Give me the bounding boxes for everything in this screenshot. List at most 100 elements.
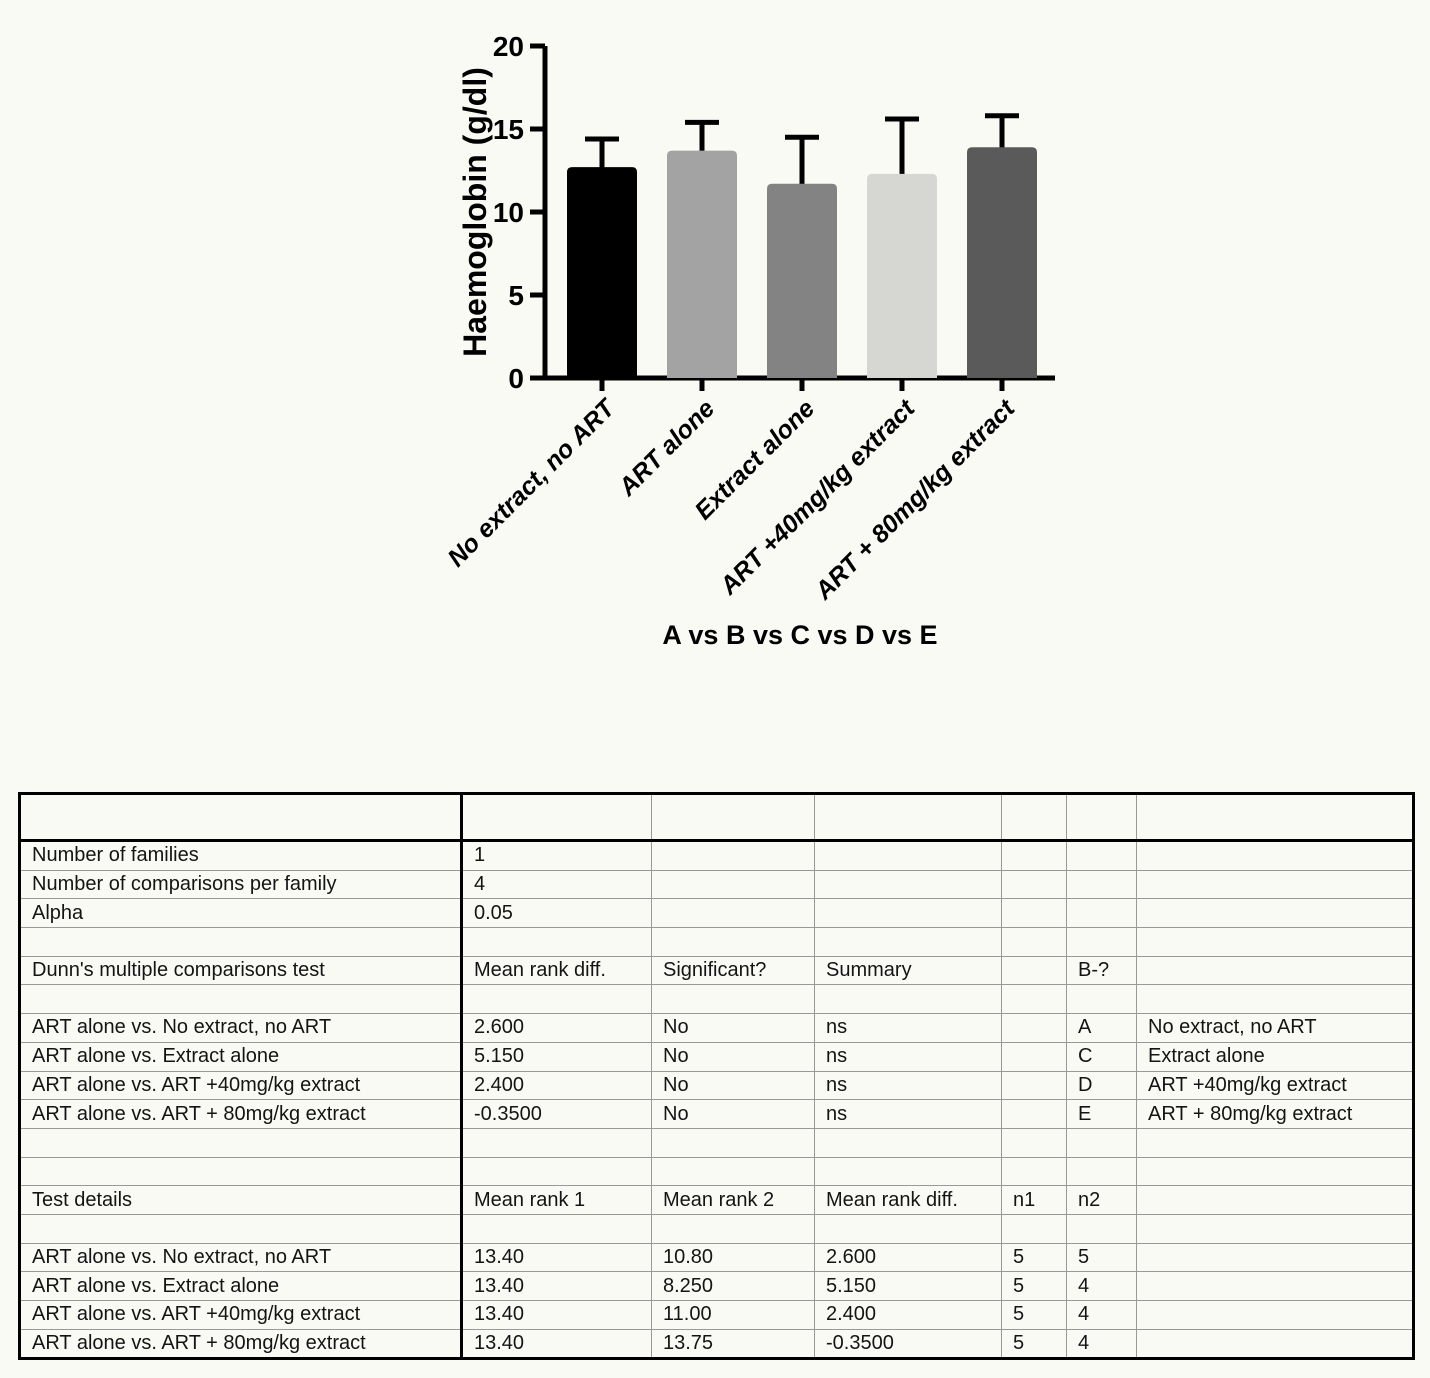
- statistics-table: Number of families 1 Number of comparisons…: [18, 792, 1415, 1361]
- x-category-label: ART +40mg/kg extract: [714, 393, 922, 601]
- bar: [967, 147, 1037, 378]
- table-cell: [1136, 1127, 1414, 1158]
- table-cell: Mean rank diff.: [461, 955, 652, 986]
- table-cell: [651, 898, 815, 929]
- table-cell: [1136, 793, 1414, 842]
- table-cell: [651, 984, 815, 1015]
- table-cell: Test details: [19, 1185, 463, 1215]
- table-cell: [1001, 1099, 1067, 1129]
- table-cell: 13.75: [651, 1328, 815, 1360]
- table-cell: [1066, 984, 1137, 1015]
- table-cell: [1066, 869, 1137, 900]
- table-cell: A: [1066, 1013, 1137, 1043]
- table-row: Alpha 0.05: [19, 898, 1414, 929]
- table-cell: [1136, 898, 1414, 929]
- table-row: ART alone vs. ART +40mg/kg extract 2.400 N…: [19, 1070, 1414, 1101]
- table-cell: [1136, 927, 1414, 957]
- y-tick-label: 0: [508, 363, 524, 394]
- table-cell: Number of families: [19, 840, 463, 871]
- table-cell: [814, 1127, 1002, 1158]
- table-cell: [1001, 1013, 1067, 1043]
- table-cell: 5: [1001, 1328, 1067, 1360]
- table-cell: [19, 1156, 463, 1187]
- y-axis-title: Haemoglobin (g/dl): [457, 67, 493, 357]
- table-cell: [1001, 955, 1067, 986]
- table-cell: C: [1066, 1041, 1137, 1072]
- table-cell: [1136, 840, 1414, 871]
- table-cell: [814, 869, 1002, 900]
- table-cell: [1066, 1213, 1137, 1244]
- table-cell: [1001, 793, 1067, 842]
- table-row: [19, 1213, 1414, 1244]
- table-cell: [814, 984, 1002, 1015]
- table-cell: [19, 927, 463, 957]
- table-cell: [461, 793, 652, 842]
- table-cell: -0.3500: [461, 1099, 652, 1129]
- table-cell: [1001, 1127, 1067, 1158]
- table-row: ART alone vs. Extract alone 13.40 8.250 5.1…: [19, 1271, 1414, 1301]
- table-cell: [814, 793, 1002, 842]
- y-tick-label: 20: [493, 31, 524, 62]
- table-cell: ART alone vs. ART + 80mg/kg extract: [19, 1099, 463, 1129]
- y-tick-label: 5: [508, 280, 524, 311]
- table-cell: [651, 927, 815, 957]
- table-cell: [1001, 927, 1067, 957]
- table-cell: 11.00: [651, 1300, 815, 1330]
- bar: [667, 150, 737, 378]
- table-row: [19, 1127, 1414, 1158]
- table-cell: [19, 793, 463, 842]
- table-cell: 1: [461, 840, 652, 871]
- table-cell: 13.40: [461, 1328, 652, 1360]
- table-cell: Summary: [814, 955, 1002, 986]
- table-cell: 2.600: [814, 1242, 1002, 1273]
- y-tick-label: 10: [493, 197, 524, 228]
- table-cell: [814, 927, 1002, 957]
- table-cell: [1066, 1156, 1137, 1187]
- table-cell: [1136, 1213, 1414, 1244]
- table-cell: ART +40mg/kg extract: [1136, 1070, 1414, 1101]
- table-cell: 5: [1001, 1271, 1067, 1301]
- table-row: Test details Mean rank 1 Mean rank 2 Mean r…: [19, 1185, 1414, 1215]
- table-cell: [1136, 1328, 1414, 1360]
- table-cell: [651, 869, 815, 900]
- table-cell: 10.80: [651, 1242, 815, 1273]
- table-cell: [1136, 1156, 1414, 1187]
- table-cell: [19, 984, 463, 1015]
- table-cell: [651, 1156, 815, 1187]
- table-cell: [814, 898, 1002, 929]
- table-cell: 5: [1001, 1242, 1067, 1273]
- table-cell: 4: [1066, 1271, 1137, 1301]
- table-row: ART alone vs. No extract, no ART 13.40 10.…: [19, 1242, 1414, 1273]
- table-cell: ART + 80mg/kg extract: [1136, 1099, 1414, 1129]
- bar: [567, 167, 637, 378]
- table-cell: [1136, 984, 1414, 1015]
- y-tick-label: 15: [493, 114, 524, 145]
- table-cell: [651, 1213, 815, 1244]
- table-cell: 13.40: [461, 1271, 652, 1301]
- table-row: Number of families 1: [19, 840, 1414, 871]
- table-cell: 2.400: [461, 1070, 652, 1101]
- table-row: Dunn's multiple comparisons test Mean ran…: [19, 955, 1414, 986]
- table-cell: [814, 1213, 1002, 1244]
- table-cell: E: [1066, 1099, 1137, 1129]
- table-cell: [1136, 1185, 1414, 1215]
- table-cell: ART alone vs. No extract, no ART: [19, 1013, 463, 1043]
- table-cell: [19, 1213, 463, 1244]
- table-cell: [19, 1127, 463, 1158]
- table-cell: [1001, 898, 1067, 929]
- table-cell: [1136, 1271, 1414, 1301]
- table-cell: [1066, 840, 1137, 871]
- table-cell: ART alone vs. ART +40mg/kg extract: [19, 1300, 463, 1330]
- table-cell: [651, 1127, 815, 1158]
- table-cell: B-?: [1066, 955, 1137, 986]
- table-row: ART alone vs. ART + 80mg/kg extract -0.35…: [19, 1099, 1414, 1129]
- x-axis-title: A vs B vs C vs D vs E: [662, 620, 937, 650]
- table-cell: ns: [814, 1041, 1002, 1072]
- table-cell: No: [651, 1099, 815, 1129]
- table-cell: [1001, 1041, 1067, 1072]
- table-cell: ART alone vs. Extract alone: [19, 1271, 463, 1301]
- table-cell: Extract alone: [1136, 1041, 1414, 1072]
- table-cell: [461, 1127, 652, 1158]
- table-cell: [651, 840, 815, 871]
